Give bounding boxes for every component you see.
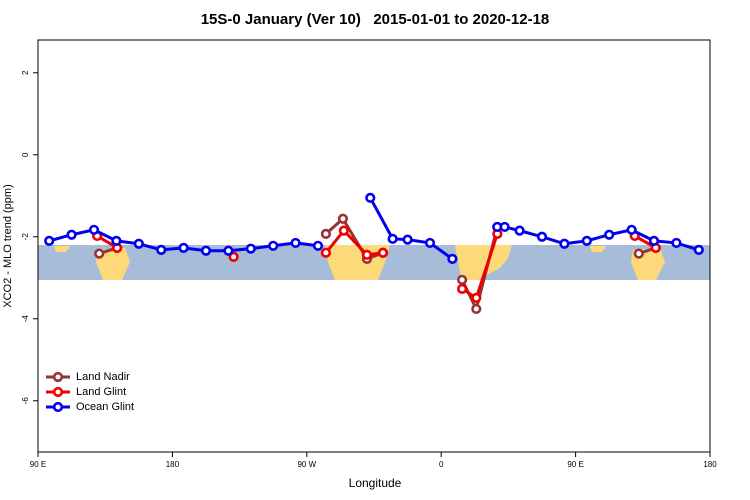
point <box>337 213 349 224</box>
point <box>457 283 468 294</box>
land-islands <box>590 246 606 252</box>
point <box>447 253 458 265</box>
x-axis-label: Longitude <box>349 476 402 490</box>
point <box>424 237 436 249</box>
y-tick-label: -2 <box>21 233 30 241</box>
point <box>514 225 525 236</box>
point <box>94 248 105 259</box>
point <box>156 244 167 255</box>
chart-title: 15S-0 January (Ver 10) 2015-01-01 to 202… <box>201 11 550 28</box>
series-line <box>98 216 657 314</box>
point <box>178 242 189 253</box>
point <box>365 192 376 203</box>
legend-marker <box>52 401 64 413</box>
point <box>387 233 398 244</box>
point <box>377 247 389 258</box>
point <box>44 235 55 246</box>
legend-marker <box>52 386 64 398</box>
x-tick-label: 90 E <box>30 460 46 469</box>
point <box>402 234 413 245</box>
y-tick-label: -4 <box>21 315 30 323</box>
point <box>361 249 373 260</box>
legend-label: Land Glint <box>76 386 126 398</box>
point <box>633 248 644 259</box>
point <box>648 235 660 246</box>
point <box>536 231 548 242</box>
x-tick-label: 90 W <box>297 460 316 469</box>
point <box>133 238 144 249</box>
point <box>320 228 332 240</box>
point <box>581 235 592 246</box>
land-islands <box>54 246 70 252</box>
point <box>499 221 510 233</box>
point <box>290 237 301 249</box>
point <box>471 292 482 303</box>
land-australia <box>96 248 130 280</box>
y-tick-label: 0 <box>21 152 30 157</box>
legend-label: Land Nadir <box>76 371 130 383</box>
y-tick-label: -6 <box>21 397 30 405</box>
legend-marker <box>52 371 64 383</box>
point <box>457 274 468 285</box>
point <box>626 224 637 235</box>
point <box>268 240 279 251</box>
point <box>671 237 682 249</box>
point <box>312 240 324 251</box>
point <box>228 251 239 262</box>
point <box>200 245 212 256</box>
y-tick-label: 2 <box>21 70 30 75</box>
point <box>693 244 704 255</box>
legend-label: Ocean Glint <box>76 401 134 413</box>
map-background <box>38 245 710 280</box>
x-tick-label: 90 E <box>567 460 583 469</box>
point <box>245 243 256 254</box>
point <box>604 229 615 240</box>
x-tick-label: 180 <box>703 460 717 469</box>
y-axis-label: XCO2 - MLO trend (ppm) <box>2 184 14 307</box>
series-line <box>96 228 657 301</box>
point <box>66 229 77 240</box>
point <box>88 224 100 235</box>
point <box>471 303 482 315</box>
point <box>223 245 234 256</box>
point <box>559 238 570 249</box>
land-south-america <box>455 245 512 280</box>
point <box>111 235 122 246</box>
x-tick-label: 180 <box>166 460 180 469</box>
point <box>320 247 332 258</box>
x-tick-label: 0 <box>439 460 444 469</box>
point <box>338 225 349 236</box>
plot-frame <box>37 39 711 453</box>
